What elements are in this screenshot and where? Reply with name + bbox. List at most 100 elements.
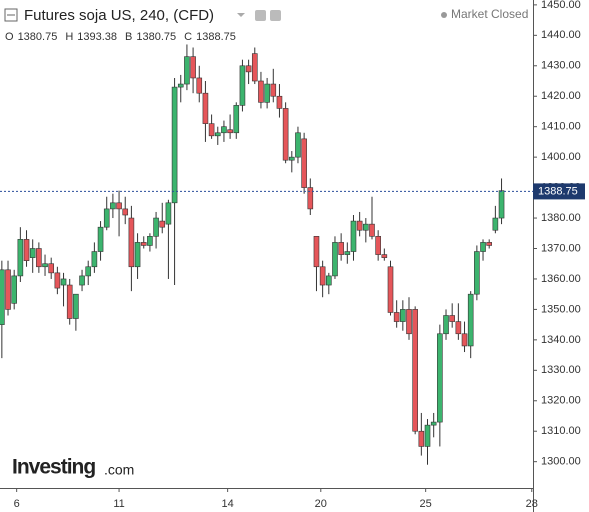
y-tick-label: 1420.00 [541,90,581,102]
y-tick-label: 1320.00 [541,395,581,407]
candle-body [288,156,295,161]
x-tick-label: 28 [526,498,538,510]
candle-body [498,190,505,219]
candle-body [480,242,486,252]
x-tick-label: 25 [420,498,432,510]
candle-body [406,309,412,335]
candle-body [474,251,480,295]
candle-body [233,105,240,134]
candle-body [48,263,55,274]
candle-body [381,254,388,258]
candle-body [443,315,449,335]
candle-body [486,242,493,246]
x-tick-label: 14 [222,498,234,510]
candle-body [66,284,73,319]
eye-icon[interactable] [255,10,266,21]
candle-body [270,83,277,97]
candle-body [208,123,215,137]
ohlc-key: H [65,31,73,43]
y-tick-label: 1310.00 [541,425,581,437]
candle-body [307,187,314,210]
candle-body [393,312,400,322]
candle-body [461,333,468,347]
candle-body [319,266,326,286]
candle-body [29,248,36,258]
candle-body [73,293,79,319]
candle-body [375,236,381,255]
y-tick-label: 1400.00 [541,151,581,163]
x-tick-label: 20 [315,498,327,510]
candle-body [23,239,30,261]
candle-body [363,223,369,231]
candle-body [430,421,437,426]
candle-body [301,138,307,188]
y-tick-label: 1330.00 [541,364,581,376]
candle-body [258,80,264,103]
candle-body [214,132,221,137]
candle-body [369,223,375,237]
candle-body [36,248,42,268]
candle-body [0,269,5,325]
ohlc-value: 1380.75 [18,31,58,43]
candle-body [251,53,258,82]
ohlc-value: 1388.75 [196,31,236,43]
collapse-icon[interactable] [4,8,18,22]
candle-body [153,217,159,237]
ohlc-key: O [5,31,14,43]
candle-body [11,275,17,304]
y-tick-label: 1360.00 [541,273,581,285]
y-tick-label: 1450.00 [541,0,581,11]
candle-body [116,202,122,210]
candle-body [239,65,246,106]
candle-body [492,217,499,231]
candle-body [42,263,48,268]
ohlc-value: 1393.38 [77,31,117,43]
candle-body [467,293,474,347]
logo-suffix: .com [104,462,134,478]
candle-body [424,424,431,447]
candle-body [326,275,332,286]
candle-body [282,108,289,161]
dropdown-icon[interactable] [237,13,245,17]
plot-area [0,44,505,465]
candle-body [227,129,233,134]
candle-body [356,220,363,231]
y-tick-label: 1350.00 [541,303,581,315]
candle-body [400,309,406,322]
status-dot [441,12,447,18]
candle-body [449,315,455,322]
ohlc-key: B [125,31,132,43]
x-tick-label: 6 [14,498,20,510]
candle-body [276,95,283,109]
y-tick-label: 1440.00 [541,29,581,41]
settings-icon[interactable] [270,10,281,21]
candle-body [196,77,203,94]
candle-body [184,56,190,85]
candle-body [437,333,443,423]
candle-body [338,242,344,255]
logo-main: Investing [12,456,95,479]
ohlc-readout: O 1380.75 H 1393.38 B 1380.75 C 1388.75 [5,31,236,43]
candle-body [344,251,351,255]
candle-body [110,202,116,210]
candle-body [313,236,320,268]
candle-body [17,239,24,277]
candle-body [159,220,166,228]
y-tick-label: 1300.00 [541,456,581,468]
candle-body [85,266,92,277]
ohlc-value: 1380.75 [136,31,176,43]
candle-body [140,242,147,246]
market-status: Market Closed [451,7,528,21]
candle-body [387,266,394,313]
chart-title: Futures soja US, 240, (CFD) [24,7,214,24]
candle-body [147,236,153,246]
candle-body [134,242,141,268]
candle-body [171,86,178,204]
candle-body [190,56,196,79]
candle-body [91,251,98,268]
candle-body [103,208,110,228]
candle-body [455,321,462,335]
last-price-box [533,183,585,200]
